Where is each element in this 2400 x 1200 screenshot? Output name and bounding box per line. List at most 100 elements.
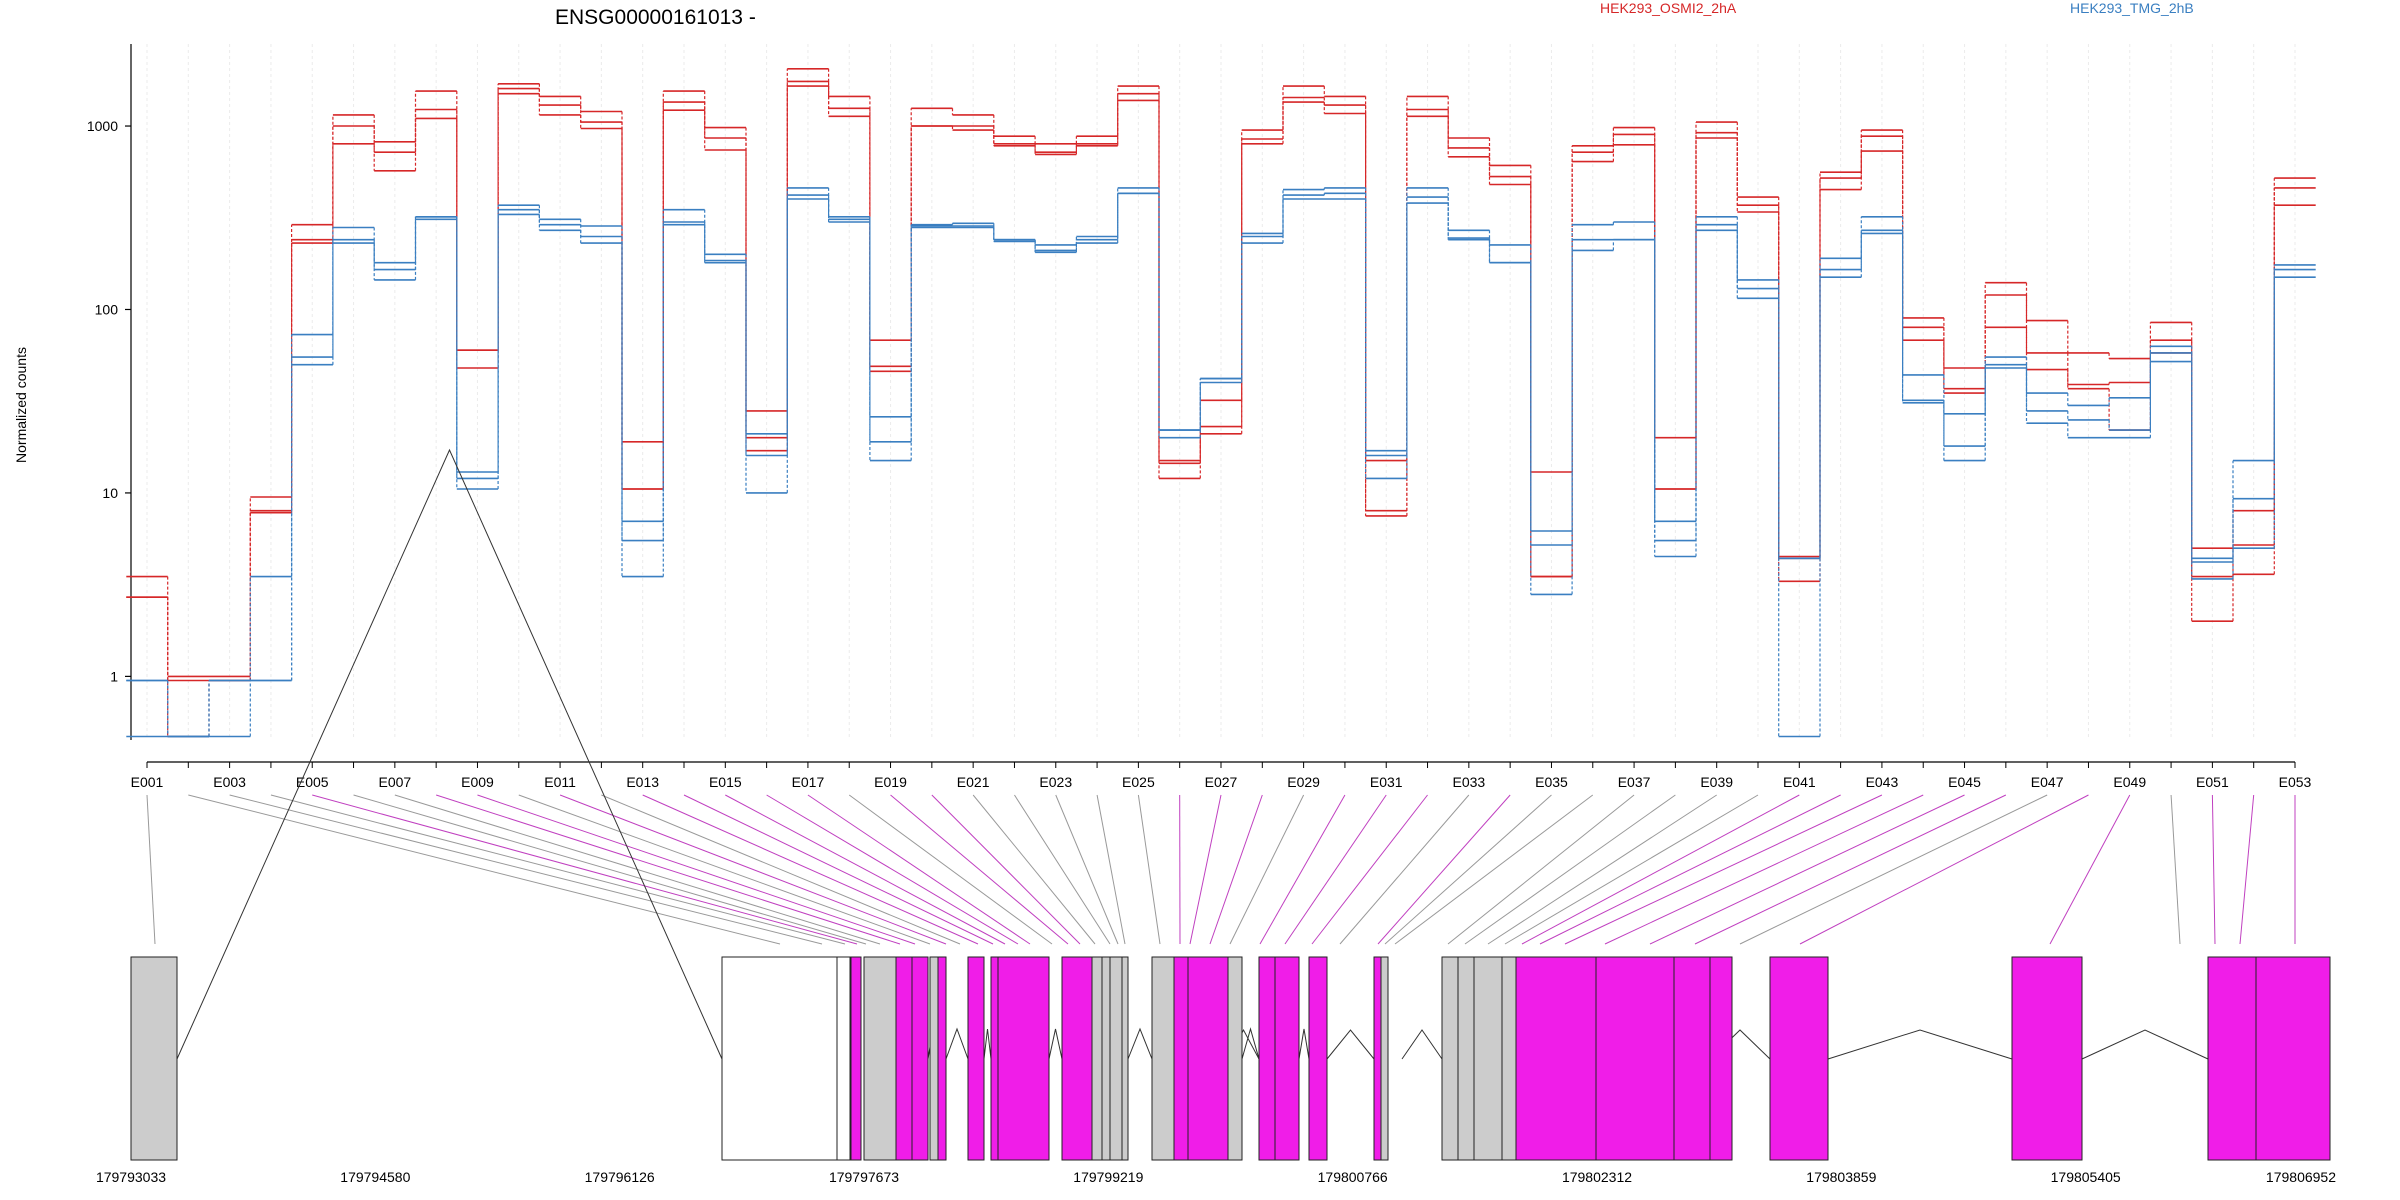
exon-connector-line [642, 794, 979, 945]
y-axis-label: Normalized counts [13, 347, 29, 463]
exon-block [1061, 956, 1093, 1161]
exon-connector-line [1694, 794, 2007, 945]
exon-connector-line [2239, 794, 2255, 945]
x-tick-label: E033 [1452, 774, 1485, 790]
intron-line [176, 448, 723, 1060]
genomic-coordinate-axis: 179793033 179794580 179796126 179797673 1797… [96, 1169, 2336, 1185]
exon-block [1673, 956, 1711, 1161]
exon-connector-line [559, 794, 947, 945]
exon-block [1441, 956, 1459, 1161]
exon-connector-line [1229, 794, 1305, 945]
coordinate-label: 179797673 [829, 1169, 899, 1185]
intron-line [1048, 1028, 1063, 1060]
series-line [126, 187, 2316, 738]
intron-line [1326, 1029, 1375, 1060]
exon-connector-line [1539, 794, 1841, 945]
exon-connector-line [1339, 794, 1470, 945]
exon-connector-line [1649, 794, 1965, 945]
exon-connector-line [2049, 794, 2131, 945]
exon-connector-line [1014, 794, 1111, 945]
exon-connector-line [1464, 794, 1676, 945]
exon-block [1151, 956, 1175, 1161]
coordinate-label: 179800766 [1318, 1169, 1388, 1185]
x-tick-label: E013 [626, 774, 659, 790]
exon-block [1173, 956, 1189, 1161]
x-tick-label: E035 [1535, 774, 1568, 790]
series-lines [126, 68, 2316, 738]
x-tick-label: E037 [1618, 774, 1651, 790]
exon-block [1709, 956, 1733, 1161]
coordinate-label: 179799219 [1073, 1169, 1143, 1185]
x-tick-label: E049 [2113, 774, 2146, 790]
exon-connector-line [518, 794, 931, 945]
exon-block [850, 956, 862, 1161]
exon-connector-line [2170, 794, 2181, 945]
exon-connector-line [1521, 794, 1800, 945]
exon-connector-line [1209, 794, 1263, 945]
exon-connector-line [848, 794, 1053, 945]
exon-block [1227, 956, 1243, 1161]
intron-line [1827, 1029, 2013, 1060]
x-tick-label: E051 [2196, 774, 2229, 790]
exon-block [1258, 956, 1276, 1161]
x-tick-label: E015 [709, 774, 742, 790]
exon-connector-line [890, 794, 1069, 945]
coordinate-label: 179793033 [96, 1169, 166, 1185]
series-line [126, 68, 2316, 678]
x-tick-label: E021 [957, 774, 990, 790]
intron-line [1127, 1027, 1153, 1060]
exon-connector-line [1311, 794, 1428, 945]
exon-connector-line [1447, 794, 1635, 945]
x-tick-label: E025 [1122, 774, 1155, 790]
exon-connector-line [1137, 794, 1161, 945]
exon-connector-line [1504, 794, 1759, 945]
y-axis: 1 10 100 1000 [87, 44, 132, 740]
intron-line [1298, 1028, 1310, 1060]
exon-connector-line [972, 794, 1096, 945]
x-tick-label: E009 [461, 774, 494, 790]
exon-connector-line [270, 794, 846, 945]
series-line [126, 85, 2316, 738]
gene-model [130, 448, 2331, 1161]
exon-block [2255, 956, 2331, 1161]
exon-connector-line [1604, 794, 1924, 945]
legend-label-tmg: HEK293_TMG_2hB [2070, 0, 2194, 16]
exon-connector-line [1487, 794, 1717, 945]
exon-connector-line [1189, 794, 1222, 945]
x-tick-label: E019 [874, 774, 907, 790]
x-tick-label: E005 [296, 774, 329, 790]
x-tick-label: E001 [131, 774, 164, 790]
x-tick-label: E039 [1700, 774, 1733, 790]
exon-connector-line [353, 794, 867, 945]
exon-connector-line [725, 794, 1006, 945]
x-tick-label: E041 [1783, 774, 1816, 790]
exon-block [895, 956, 913, 1161]
exon-connector-line [601, 794, 961, 945]
exon-connector-line [1799, 794, 2089, 945]
y-tick-label: 1 [110, 668, 118, 684]
chart-title: ENSG00000161013 - [555, 6, 756, 29]
exon-block [1109, 956, 1123, 1161]
y-tick-label: 1000 [87, 118, 118, 134]
exon-connector-line [1096, 794, 1126, 945]
exon-block [911, 956, 929, 1161]
x-tick-label: E023 [1039, 774, 1072, 790]
x-tick-label: E053 [2279, 774, 2312, 790]
coordinate-label: 179802312 [1562, 1169, 1632, 1185]
exon-block [1121, 956, 1129, 1161]
exon-connector-line [683, 794, 994, 945]
exon-block [130, 956, 178, 1161]
intron-line [2081, 1029, 2209, 1060]
y-tick-label: 100 [95, 301, 119, 317]
coordinate-label: 179794580 [340, 1169, 410, 1185]
x-tick-label: E031 [1370, 774, 1403, 790]
x-tick-label: E043 [1866, 774, 1899, 790]
exon-connector-line [1259, 794, 1346, 945]
x-gridlines [146, 44, 2296, 740]
exon-connector-line [146, 794, 156, 945]
intron-line [1401, 1029, 1443, 1060]
exon-connector-line [1564, 794, 1883, 945]
exon-connector-line [931, 794, 1081, 945]
exon-connector-line [188, 794, 781, 945]
